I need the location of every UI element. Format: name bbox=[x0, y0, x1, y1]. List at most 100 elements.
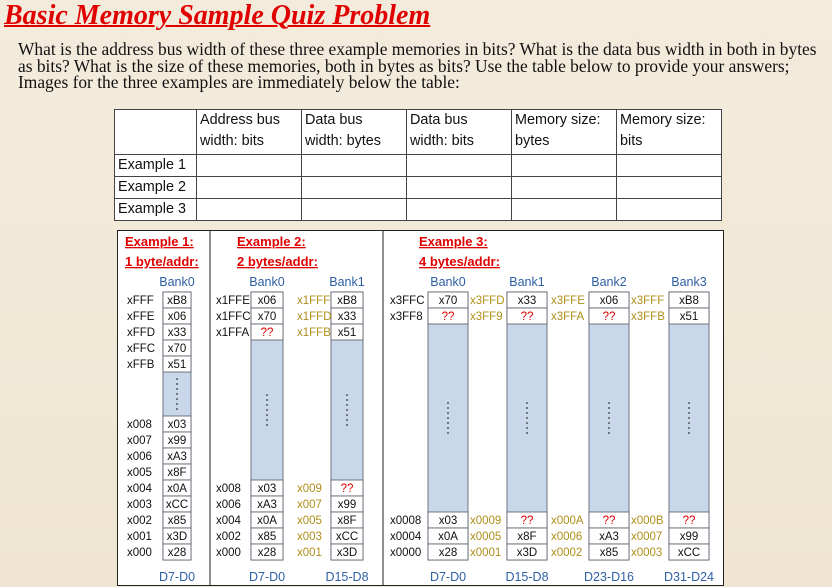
answer-cell[interactable] bbox=[616, 198, 722, 221]
memory-value: x33 bbox=[338, 311, 357, 323]
ellipsis-dot bbox=[447, 422, 449, 424]
ellipsis-dot bbox=[346, 424, 348, 426]
header-line: Address bus bbox=[200, 112, 280, 128]
memory-cell bbox=[427, 543, 469, 561]
examples-layer: Example 1: 1 byte/addr: Bank0 D7-D0 xB8 xFFF x… bbox=[125, 234, 714, 584]
memory-address: x3FFC bbox=[390, 295, 425, 307]
memory-value: xCC bbox=[336, 531, 358, 543]
memory-value: x51 bbox=[338, 327, 357, 339]
answer-cell[interactable] bbox=[196, 198, 302, 221]
answer-cell[interactable] bbox=[406, 154, 512, 177]
header-line: Memory size: bbox=[620, 112, 706, 128]
ellipsis-dot bbox=[346, 409, 348, 411]
ellipsis-dot bbox=[176, 408, 178, 410]
ellipsis-dot bbox=[176, 403, 178, 405]
bank-name: Bank0 bbox=[249, 275, 284, 289]
memory-address: x008 bbox=[216, 483, 241, 495]
memory-address: x3FFF bbox=[631, 295, 664, 307]
header-line: bytes bbox=[515, 133, 550, 149]
bank-data-bus: D31-D24 bbox=[664, 570, 714, 584]
page-title: Basic Memory Sample Quiz Problem bbox=[4, 0, 431, 31]
memory-value: x85 bbox=[258, 531, 277, 543]
memory-address: x3FFB bbox=[631, 311, 665, 323]
ellipsis-dot bbox=[526, 402, 528, 404]
bank-data-bus: D15-D8 bbox=[505, 570, 548, 584]
ellipsis-dot bbox=[176, 393, 178, 395]
header-line: bits bbox=[620, 133, 643, 149]
ellipsis-dot bbox=[266, 414, 268, 416]
ellipsis-dot bbox=[608, 427, 610, 429]
ellipsis-dot bbox=[688, 422, 690, 424]
answer-cell[interactable] bbox=[616, 176, 722, 199]
memory-value: x03 bbox=[258, 483, 277, 495]
memory-value: x28 bbox=[168, 547, 187, 559]
ellipsis-dot bbox=[266, 399, 268, 401]
answer-row-example-2: Example 2 bbox=[114, 176, 722, 199]
ellipsis-dot bbox=[688, 407, 690, 409]
memory-address: x004 bbox=[216, 515, 242, 527]
answer-cell[interactable] bbox=[406, 198, 512, 221]
memory-address: x001 bbox=[127, 531, 152, 543]
answer-cell[interactable] bbox=[511, 176, 617, 199]
answer-cell[interactable] bbox=[301, 176, 407, 199]
memory-address: x1FFF bbox=[297, 295, 330, 307]
bank-data-bus: D7-D0 bbox=[159, 570, 195, 584]
ellipsis-dot bbox=[176, 388, 178, 390]
memory-value: ?? bbox=[442, 311, 455, 323]
ellipsis-dot bbox=[447, 412, 449, 414]
answer-cell[interactable] bbox=[616, 154, 722, 177]
memory-value: x06 bbox=[168, 311, 187, 323]
ellipsis-dot bbox=[688, 412, 690, 414]
memory-cell bbox=[506, 307, 548, 325]
ellipsis-dot bbox=[266, 419, 268, 421]
memory-address: x003 bbox=[297, 531, 322, 543]
memory-address: x1FFC bbox=[216, 311, 251, 323]
memory-address: x1FFA bbox=[216, 327, 250, 339]
memory-value: x06 bbox=[600, 295, 619, 307]
memory-value: x99 bbox=[168, 435, 187, 447]
example-title: Example 2: bbox=[237, 234, 306, 249]
memory-value: x85 bbox=[600, 547, 619, 559]
answer-cell[interactable] bbox=[301, 154, 407, 177]
memory-address: x002 bbox=[216, 531, 241, 543]
memory-address: x007 bbox=[297, 499, 322, 511]
memory-cell bbox=[250, 323, 284, 341]
memory-cell bbox=[427, 307, 469, 325]
answer-cell[interactable] bbox=[511, 154, 617, 177]
memory-address: x000 bbox=[127, 547, 152, 559]
ellipsis-dot bbox=[266, 409, 268, 411]
memory-value: ?? bbox=[683, 515, 696, 527]
ellipsis-dot bbox=[176, 398, 178, 400]
memory-value: x33 bbox=[518, 295, 537, 307]
memory-address: xFFE bbox=[127, 311, 155, 323]
memory-value: x70 bbox=[439, 295, 458, 307]
answer-cell[interactable] bbox=[406, 176, 512, 199]
memory-value: x3D bbox=[337, 547, 357, 559]
bank-data-bus: D7-D0 bbox=[249, 570, 285, 584]
memory-value: xA3 bbox=[167, 451, 187, 463]
memory-value: x33 bbox=[168, 327, 187, 339]
memory-value: x99 bbox=[338, 499, 357, 511]
example-subtitle: 4 bytes/addr: bbox=[419, 254, 500, 269]
ellipsis-dot bbox=[688, 427, 690, 429]
memory-address: x0007 bbox=[631, 531, 662, 543]
ellipsis-dot bbox=[608, 422, 610, 424]
row-label: Example 3 bbox=[114, 198, 197, 221]
answer-cell[interactable] bbox=[196, 154, 302, 177]
memory-cell bbox=[668, 543, 710, 561]
ellipsis-dot bbox=[608, 417, 610, 419]
bank-data-bus: D15-D8 bbox=[325, 570, 368, 584]
memory-address: x000 bbox=[216, 547, 241, 559]
answer-cell[interactable] bbox=[196, 176, 302, 199]
memory-address: xFFC bbox=[127, 343, 155, 355]
memory-value: xA3 bbox=[257, 499, 277, 511]
memory-cell bbox=[162, 543, 192, 561]
memory-value: ?? bbox=[603, 515, 616, 527]
memory-cell bbox=[506, 543, 548, 561]
memory-cell bbox=[588, 543, 630, 561]
ellipsis-dot bbox=[346, 414, 348, 416]
memory-address: x003 bbox=[127, 499, 152, 511]
answer-cell[interactable] bbox=[301, 198, 407, 221]
answer-cell[interactable] bbox=[511, 198, 617, 221]
ellipsis-dot bbox=[526, 432, 528, 434]
